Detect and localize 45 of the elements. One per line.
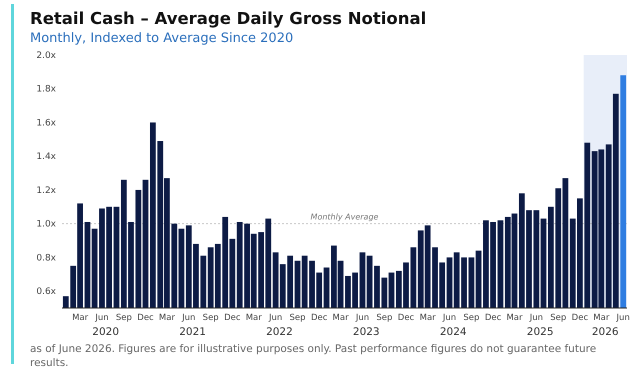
y-tick-label: 0.6x bbox=[36, 287, 57, 298]
y-tick-label: 1.0x bbox=[36, 220, 57, 230]
text: 2020 bbox=[92, 326, 120, 338]
x-tick-label: Dec bbox=[137, 313, 154, 324]
x-tick-label: Jun bbox=[442, 313, 456, 324]
x-tick-label: Dec bbox=[398, 313, 415, 324]
y-tick-label: 1.6x bbox=[36, 118, 57, 128]
x-tick-label: Sep bbox=[202, 313, 219, 324]
x-tick-label: Dec bbox=[310, 313, 328, 324]
y-tick-label: 2.0x bbox=[36, 50, 57, 61]
x-tick-label: Dec bbox=[224, 313, 241, 324]
x-tick-label: Mar bbox=[246, 313, 262, 324]
text: 2023 bbox=[352, 326, 380, 338]
text: 2021 bbox=[179, 326, 206, 338]
x-tick-label: Jun bbox=[94, 313, 109, 324]
text: 2025 bbox=[526, 326, 554, 338]
y-tick-label: 1.4x bbox=[36, 152, 57, 162]
x-tick-label: Mar bbox=[420, 313, 436, 324]
x-tick-label: Jun bbox=[616, 313, 630, 324]
x-tick-label: Jun bbox=[181, 313, 196, 324]
y-tick-label: 1.8x bbox=[36, 84, 57, 95]
y-tick-label: 1.2x bbox=[36, 186, 57, 196]
text: 2024 bbox=[440, 326, 467, 338]
x-tick-label: Mar bbox=[506, 313, 523, 324]
x-tick-label: Mar bbox=[593, 313, 610, 324]
x-tick-label: Sep bbox=[376, 313, 392, 324]
x-tick-label: Jun bbox=[268, 313, 282, 324]
x-tick-label: Mar bbox=[72, 313, 89, 324]
x-tick-label: Sep bbox=[290, 313, 306, 324]
x-tick-label: Sep bbox=[116, 313, 132, 324]
x-tick-label: Dec bbox=[572, 313, 588, 324]
chart-subtitle: Monthly, Indexed to Average Since 2020 bbox=[30, 31, 294, 46]
x-tick-label: Jun bbox=[354, 313, 370, 324]
ref-line-label: Monthly Average bbox=[310, 212, 379, 222]
chart-title: Retail Cash – Average Daily Gross Notional bbox=[30, 9, 426, 28]
text: 2026 bbox=[592, 326, 619, 338]
x-tick-label: Sep bbox=[463, 313, 480, 324]
text: as of June 2026. Figures are for illustrative purposes only. Past performance figures do not guarantee future results. bbox=[30, 343, 596, 369]
text: 2022 bbox=[266, 326, 293, 338]
y-tick-label: 0.8x bbox=[36, 253, 57, 264]
x-tick-label: Jun bbox=[528, 313, 544, 324]
x-tick-label: Mar bbox=[158, 313, 176, 324]
x-tick-label: Sep bbox=[550, 313, 566, 324]
x-tick-label: Mar bbox=[332, 313, 350, 324]
x-tick-label: Dec bbox=[484, 313, 502, 324]
